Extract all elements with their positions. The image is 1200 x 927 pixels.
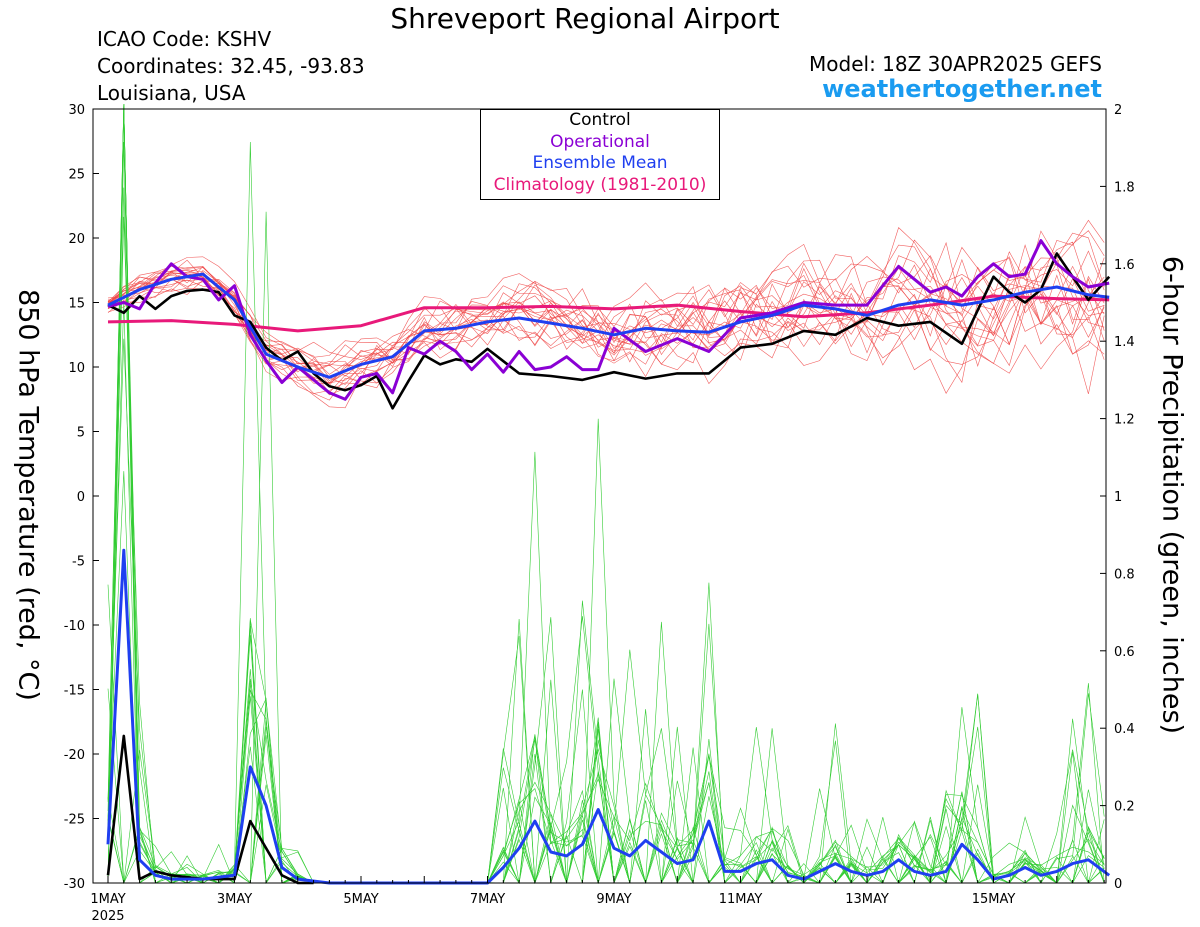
ensemble-mean-line-temp <box>107 272 1110 379</box>
temp-member-line <box>107 258 1105 371</box>
temp-member-line <box>107 232 1105 363</box>
y-tick-label-left: 0 <box>77 490 85 505</box>
precip-member-line <box>107 103 1105 884</box>
y-tick-label-right: 1.2 <box>1114 413 1135 428</box>
location: Louisiana, USA <box>97 81 246 105</box>
legend-ensemble-mean: Ensemble Mean <box>532 153 668 173</box>
page-title: Shreveport Regional Airport <box>390 2 780 35</box>
precip-member-line <box>107 103 1105 884</box>
ensemble-members <box>107 103 1105 885</box>
y-tick-label-left: -25 <box>64 813 85 828</box>
legend-operational: Operational <box>550 131 650 152</box>
model-run: Model: 18Z 30APR2025 GEFS <box>809 52 1102 76</box>
y-tick-label-left: -5 <box>72 555 85 570</box>
site-link[interactable]: weathertogether.net <box>822 75 1102 103</box>
y-tick-label-left: -10 <box>64 619 85 634</box>
legend-control: Control <box>569 110 631 130</box>
y-tick-label-right: 0.6 <box>1114 645 1135 660</box>
y-tick-label-right: 1.8 <box>1114 180 1135 195</box>
y-tick-label-right: 2 <box>1114 103 1122 118</box>
control-line-temp <box>107 252 1111 410</box>
y-tick-label-left: 25 <box>68 168 85 183</box>
temp-member-line <box>107 257 1105 394</box>
summary-lines <box>106 239 1111 885</box>
x-tick-label: 9MAY <box>596 892 631 907</box>
x-tick-label: 15MAY <box>972 892 1016 907</box>
y-axis-label-left: 850 hPa Temperature (red, °C) <box>12 289 44 701</box>
operational-line-temp <box>107 239 1110 401</box>
y-tick-label-right: 0.2 <box>1114 800 1135 815</box>
temp-member-line <box>107 243 1105 385</box>
x-tick-label: 11MAY <box>719 892 763 907</box>
x-tick-label: 13MAY <box>845 892 889 907</box>
temp-member-line <box>107 241 1105 381</box>
precip-member-line <box>107 141 1105 884</box>
y-tick-label-left: -20 <box>64 748 85 763</box>
icao-code: ICAO Code: KSHV <box>97 27 272 51</box>
y-tick-label-left: 30 <box>68 103 85 118</box>
temp-member-line <box>107 269 1105 394</box>
y-tick-label-right: 1 <box>1114 490 1122 505</box>
y-tick-label-left: 5 <box>77 426 85 441</box>
x-tick-label: 3MAY <box>217 892 252 907</box>
y-tick-label-right: 0 <box>1114 877 1122 892</box>
y-tick-label-left: 10 <box>68 361 85 376</box>
x-tick-sublabel: 2025 <box>91 909 124 924</box>
y-tick-label-left: -15 <box>64 684 85 699</box>
legend-climatology: Climatology (1981-2010) <box>493 174 707 195</box>
y-tick-label-right: 0.8 <box>1114 567 1135 582</box>
y-tick-label-left: -30 <box>64 877 85 892</box>
y-tick-label-right: 1.6 <box>1114 258 1135 273</box>
x-tick-label: 5MAY <box>343 892 378 907</box>
temp-member-line <box>107 256 1105 365</box>
coordinates: Coordinates: 32.45, -93.83 <box>97 54 365 78</box>
y-axis-label-right: 6-hour Precipitation (green, inches) <box>1156 255 1188 735</box>
precip-member-line <box>107 103 1105 885</box>
y-tick-label-left: 20 <box>68 232 85 247</box>
temp-member-line <box>107 239 1105 409</box>
y-tick-label-left: 15 <box>68 297 85 312</box>
axis-ticks: 302520151050-5-10-15-20-25-3021.81.61.41… <box>64 103 1135 924</box>
temp-member-line <box>107 241 1105 367</box>
x-tick-label: 7MAY <box>470 892 505 907</box>
precip-member-line <box>107 300 1105 885</box>
ensemble-mean-line-precip <box>106 548 1111 885</box>
legend: Control Operational Ensemble Mean Climat… <box>480 109 720 200</box>
control-line-precip <box>106 734 314 885</box>
precip-member-line <box>108 600 1105 885</box>
y-tick-label-right: 1.4 <box>1114 335 1135 350</box>
x-tick-label: 1MAY <box>90 892 125 907</box>
y-tick-label-right: 0.4 <box>1114 722 1135 737</box>
